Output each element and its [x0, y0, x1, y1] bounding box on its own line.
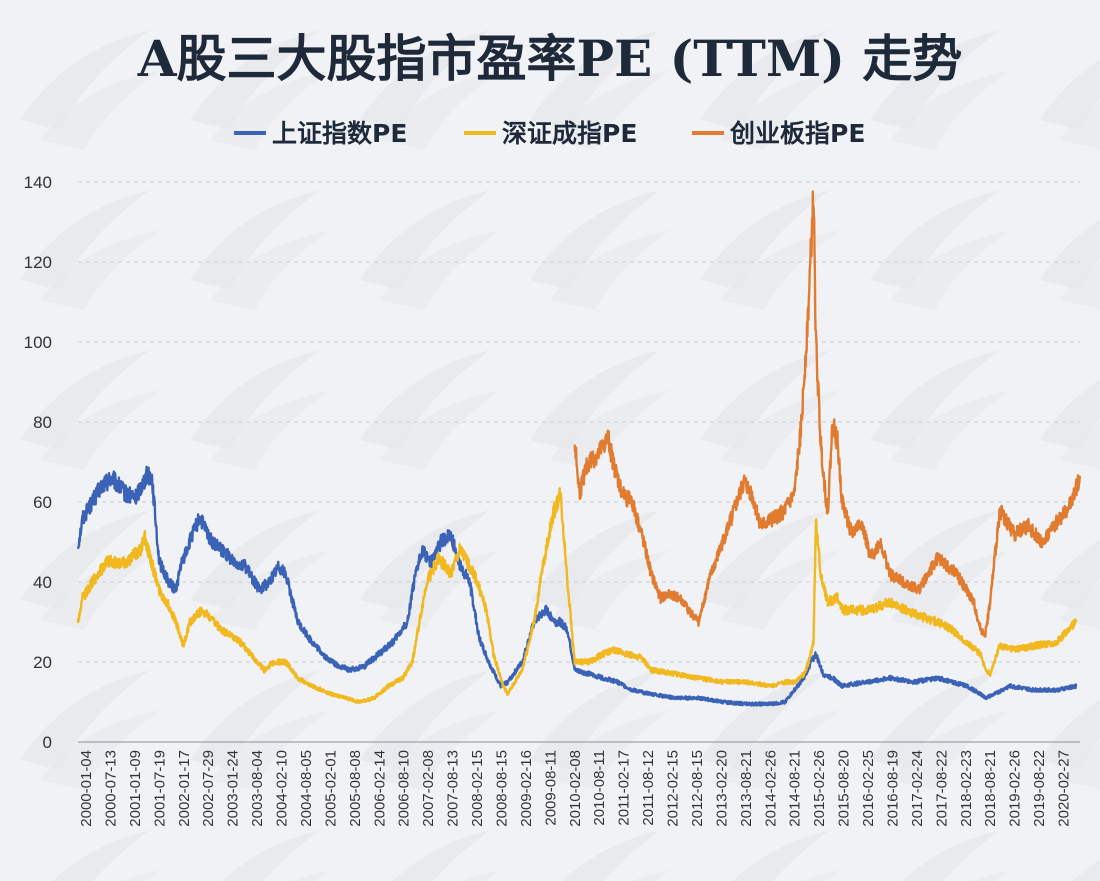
x-tick-label: 2017-02-24: [909, 750, 926, 827]
y-tick-label: 20: [33, 653, 52, 672]
series-line-3: [573, 190, 1082, 638]
y-tick-label: 60: [33, 493, 52, 512]
y-tick-label: 120: [24, 253, 52, 272]
x-tick-label: 2014-08-21: [787, 750, 804, 827]
x-tick-label: 2013-02-20: [713, 750, 730, 827]
x-tick-label: 2018-08-21: [982, 750, 999, 827]
x-tick-label: 2020-02-27: [1056, 750, 1073, 827]
x-tick-label: 2005-08-08: [347, 750, 364, 827]
x-tick-label: 2016-02-25: [860, 750, 877, 827]
x-tick-label: 2001-01-09: [127, 750, 144, 827]
legend: 上证指数PE 深证成指PE 创业板指PE: [234, 119, 865, 148]
x-tick-label: 2019-08-22: [1031, 750, 1048, 827]
x-tick-label: 2018-02-23: [958, 750, 975, 827]
x-tick-label: 2002-01-17: [176, 750, 193, 827]
x-tick-label: 2006-02-14: [371, 750, 388, 827]
x-tick-label: 2015-02-26: [811, 750, 828, 827]
x-tick-label: 2000-07-13: [102, 750, 119, 827]
y-tick-label: 40: [33, 573, 52, 592]
x-tick-label: 2003-08-04: [249, 750, 266, 827]
x-tick-label: 2002-07-29: [200, 750, 217, 827]
x-tick-label: 2012-08-15: [689, 750, 706, 827]
y-tick-label: 80: [33, 413, 52, 432]
series-layer: [76, 190, 1082, 707]
x-tick-label: 2000-01-04: [78, 750, 95, 827]
x-tick-label: 2016-08-19: [884, 750, 901, 827]
x-tick-label: 2011-02-17: [616, 750, 633, 826]
x-tick-label: 2008-02-15: [469, 750, 486, 827]
x-tick-label: 2004-08-05: [298, 750, 315, 827]
x-tick-label: 2010-08-11: [591, 750, 608, 826]
x-tick-label: 2009-02-16: [518, 750, 535, 827]
x-tick-label: 2004-02-10: [274, 750, 291, 827]
x-tick-label: 2003-01-24: [225, 750, 242, 827]
x-tick-label: 2017-08-22: [933, 750, 950, 827]
series-line-2: [76, 487, 1078, 704]
chart-title-group: A股三大股指市盈率PE (TTM) 走势: [137, 29, 963, 88]
x-tick-label: 2019-02-26: [1007, 750, 1024, 827]
x-tick-label: 2001-07-19: [151, 750, 168, 827]
x-tick-label: 2015-08-20: [836, 750, 853, 827]
y-tick-label: 0: [43, 733, 52, 752]
x-axis: 2000-01-04 2000-07-13 2001-01-09 2001-07-19…: [78, 741, 1080, 827]
x-tick-label: 2007-08-13: [445, 750, 462, 827]
x-tick-label: 2006-08-10: [396, 750, 413, 827]
legend-label-2: 深证成指PE: [502, 119, 637, 148]
x-tick-label: 2013-08-21: [738, 750, 755, 827]
y-tick-label: 100: [24, 333, 52, 352]
x-tick-label: 2014-02-26: [762, 750, 779, 827]
series-line-1: [76, 465, 1078, 707]
legend-label-3: 创业板指PE: [729, 119, 865, 148]
x-tick-label: 2007-02-08: [420, 750, 437, 827]
y-axis: 0 20 40 60 80 100 120 140: [24, 173, 52, 752]
x-tick-label: 2005-02-01: [322, 750, 339, 827]
x-tick-label: 2011-08-12: [640, 750, 657, 826]
x-tick-label: 2009-08-11: [542, 750, 559, 826]
legend-label-1: 上证指数PE: [272, 119, 407, 148]
x-tick-label: 2008-08-15: [493, 750, 510, 827]
chart-title: A股三大股指市盈率PE (TTM) 走势: [137, 29, 963, 88]
x-tick-label: 2010-02-08: [567, 750, 584, 827]
x-tick-label: 2012-02-15: [665, 750, 682, 827]
y-tick-label: 140: [24, 173, 52, 192]
